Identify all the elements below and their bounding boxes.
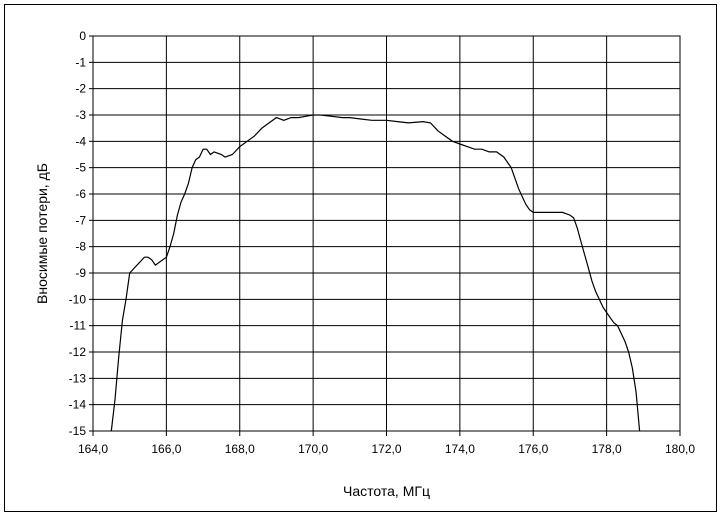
y-axis-ticks: 0 -1 -2 -3 -4 -5 -6 -7 -8 -9 -10 -11 -12 -13 -14 -15 (69, 29, 93, 438)
y-tick-label: -7 (75, 213, 86, 227)
y-tick-label: 0 (79, 29, 86, 43)
y-tick-label: -10 (69, 292, 87, 306)
x-tick-label: 180,0 (665, 442, 695, 456)
x-tick-label: 164,0 (78, 442, 108, 456)
y-tick-label: -4 (75, 134, 86, 148)
y-tick-label: -13 (69, 371, 87, 385)
x-tick-label: 178,0 (592, 442, 622, 456)
x-tick-label: 176,0 (518, 442, 548, 456)
y-tick-label: -6 (75, 187, 86, 201)
y-tick-label: -2 (75, 82, 86, 96)
x-axis-title: Частота, МГц (343, 483, 430, 499)
y-tick-label: -15 (69, 424, 87, 438)
y-tick-label: -9 (75, 266, 86, 280)
x-tick-label: 172,0 (371, 442, 401, 456)
y-tick-label: -12 (69, 345, 87, 359)
x-axis-ticks: 164,0 166,0 168,0 170,0 172,0 174,0 176,0 178,0… (78, 431, 695, 456)
y-tick-label: -3 (75, 108, 86, 122)
y-tick-label: -5 (75, 161, 86, 175)
y-axis-title: Вносимые потери, дБ (34, 163, 50, 304)
x-tick-label: 168,0 (225, 442, 255, 456)
y-tick-label: -1 (75, 55, 86, 69)
y-tick-label: -11 (70, 319, 87, 333)
x-tick-label: 174,0 (445, 442, 475, 456)
x-tick-label: 166,0 (151, 442, 181, 456)
y-tick-label: -14 (69, 398, 87, 412)
series-line (110, 114, 641, 432)
y-tick-label: -8 (75, 240, 86, 254)
x-tick-label: 170,0 (298, 442, 328, 456)
